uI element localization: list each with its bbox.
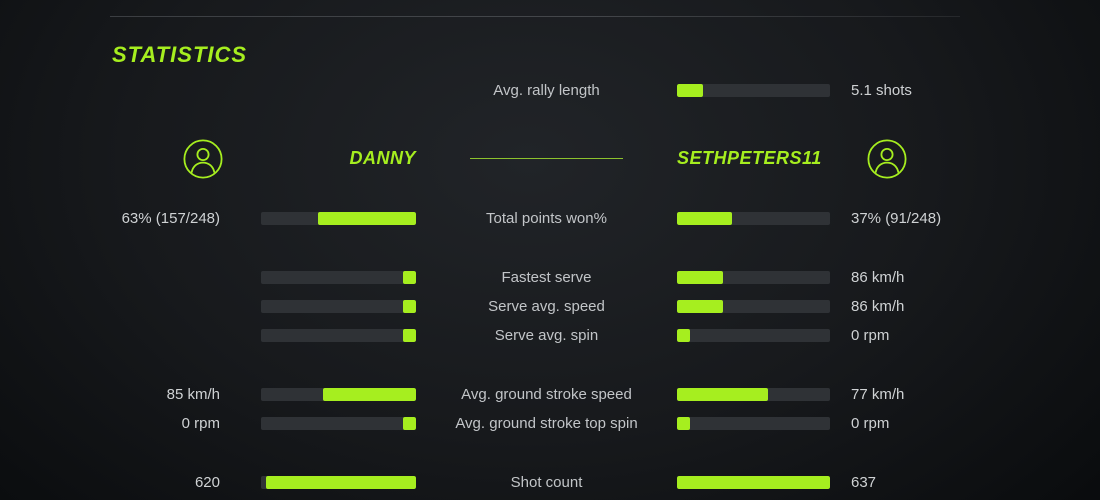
stat-label: Shot count — [510, 473, 583, 491]
stat-row: Serve avg. spin 0 rpm — [0, 321, 1100, 349]
stat-row: Serve avg. speed 86 km/h — [0, 292, 1100, 320]
names-divider-line — [470, 157, 623, 159]
stat-value-left: 620 — [194, 473, 220, 491]
stat-row: 620 Shot count 637 — [0, 468, 1100, 496]
stat-bar-left — [261, 270, 416, 284]
stat-value-right: 86 km/h — [851, 268, 905, 286]
stat-value-right: 77 km/h — [851, 385, 905, 403]
stat-label: Serve avg. spin — [494, 326, 599, 344]
stat-label: Total points won% — [486, 209, 607, 227]
stat-row: 85 km/h Avg. ground stroke speed 77 km/h — [0, 380, 1100, 408]
stat-bar-right — [677, 270, 830, 284]
stat-row: 63% (157/248) Total points won% 37% (91/… — [0, 204, 1100, 232]
stat-label: Fastest serve — [501, 268, 592, 286]
stat-bar-right — [677, 387, 830, 401]
stat-bar-right — [677, 299, 830, 313]
user-icon — [867, 139, 907, 179]
stat-row: 0 rpm Avg. ground stroke top spin 0 rpm — [0, 409, 1100, 437]
stat-bar-left — [261, 387, 416, 401]
top-divider-line — [110, 16, 960, 17]
rally-bar — [677, 83, 830, 97]
stat-label: Avg. rally length — [493, 81, 600, 99]
stat-value-right: 86 km/h — [851, 297, 905, 315]
stat-bar-right — [677, 416, 830, 430]
stat-bar-right — [677, 475, 830, 489]
stat-value-left: 63% (157/248) — [121, 209, 220, 227]
stat-value-right: 0 rpm — [851, 326, 890, 344]
players-row: DANNY SETHPETERS11 — [0, 136, 1100, 180]
stat-value-right: 37% (91/248) — [851, 209, 942, 227]
names-divider-wrap — [416, 157, 677, 159]
user-icon — [183, 139, 223, 179]
stat-bar-left — [261, 475, 416, 489]
stat-bar-left — [261, 416, 416, 430]
page-title: STATISTICS — [112, 42, 248, 67]
stat-bar-left — [261, 328, 416, 342]
rally-bar-fill — [677, 83, 703, 97]
stat-value-right: 637 — [851, 473, 877, 491]
stat-bar-right — [677, 211, 830, 225]
rally-value: 5.1 shots — [851, 81, 912, 99]
stat-bar-left — [261, 211, 416, 225]
stat-value-right: 0 rpm — [851, 414, 890, 432]
player-name-right: SETHPETERS11 — [677, 147, 822, 168]
stat-bar-right — [677, 328, 830, 342]
stat-bar-left — [261, 299, 416, 313]
player-name-left: DANNY — [349, 147, 416, 168]
stat-label: Avg. ground stroke speed — [461, 385, 632, 403]
stat-value-left: 0 rpm — [181, 414, 220, 432]
rally-left-bar-spacer — [261, 84, 416, 97]
stat-row: Fastest serve 86 km/h — [0, 263, 1100, 291]
stat-label: Serve avg. speed — [488, 297, 605, 315]
stat-value-left: 85 km/h — [166, 385, 220, 403]
stat-label: Avg. ground stroke top spin — [455, 414, 638, 432]
stat-row-rally: Avg. rally length 5.1 shots — [0, 76, 1100, 104]
